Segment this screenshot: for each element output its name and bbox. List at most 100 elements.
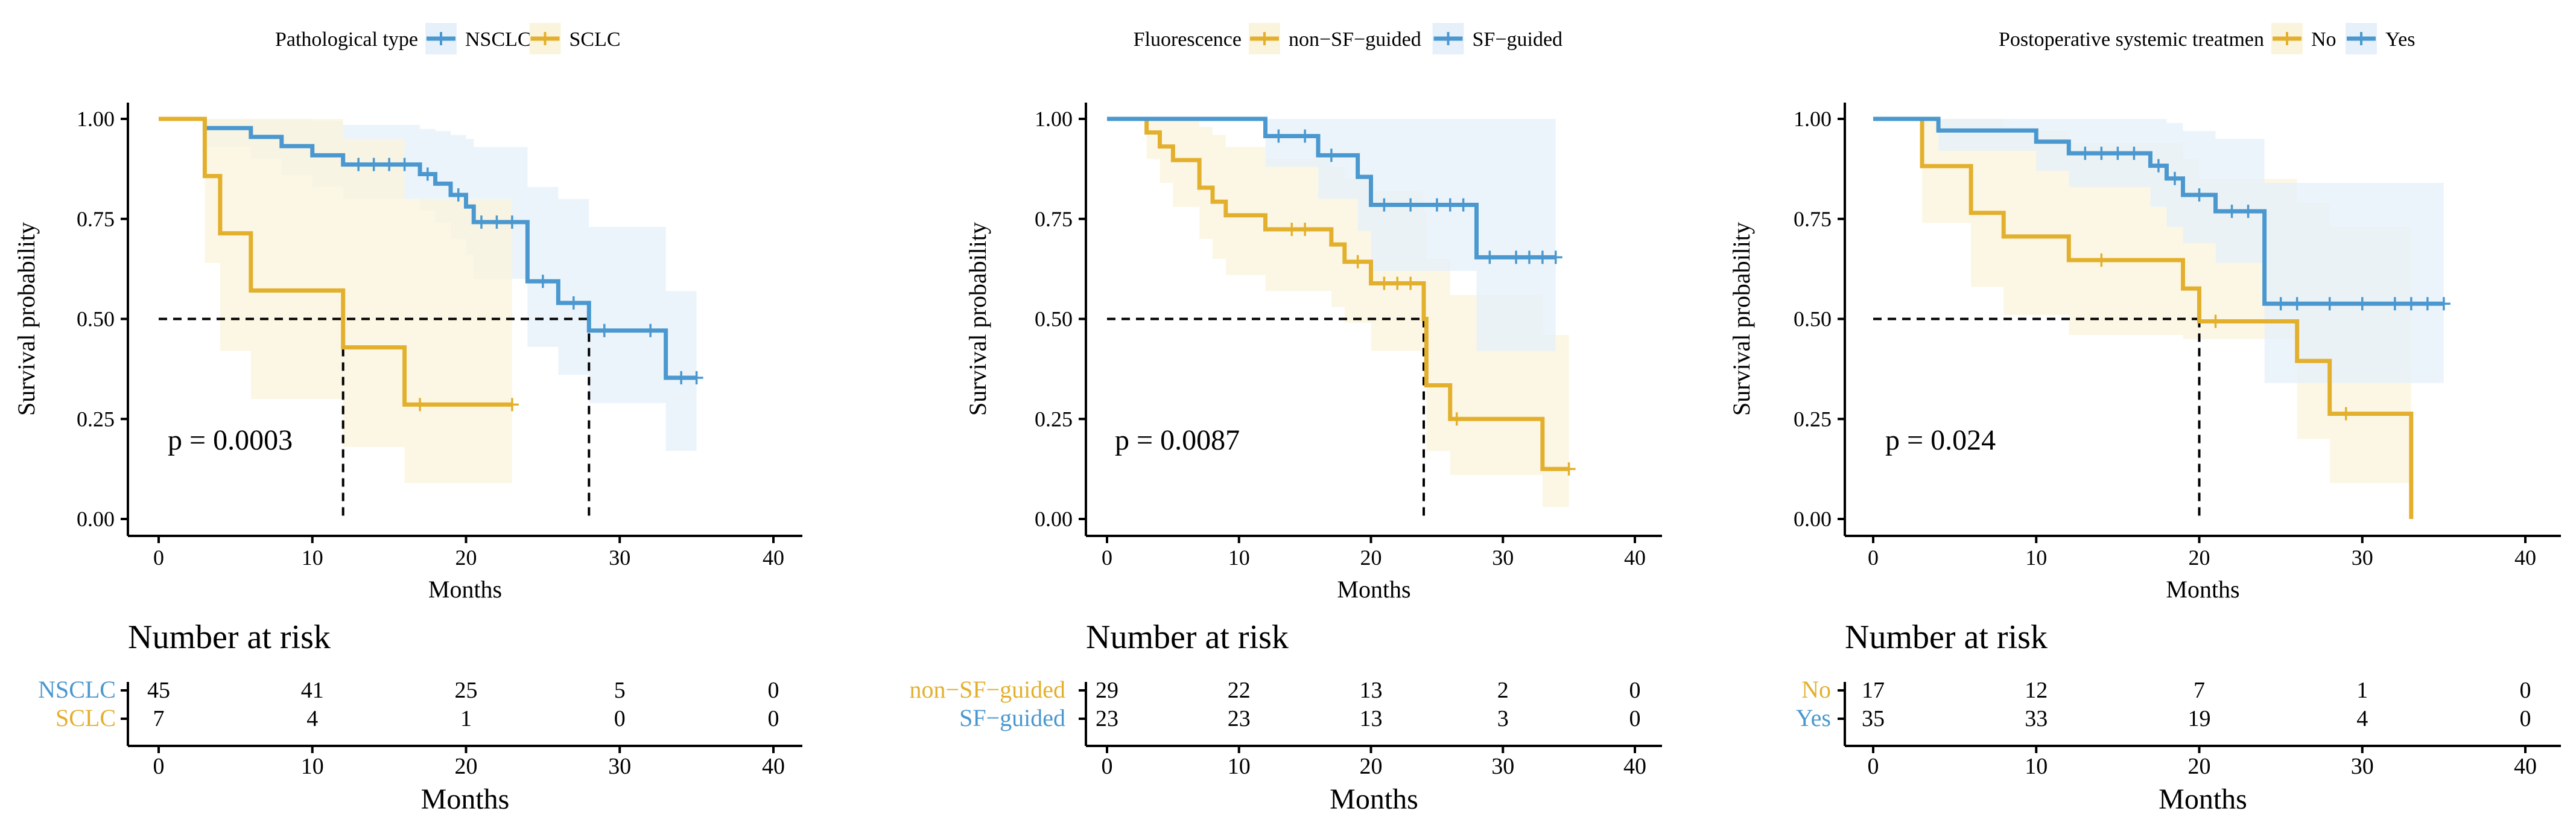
risk-row-label-Yes: Yes <box>1796 704 1831 731</box>
x-tick-label-10: 10 <box>2025 546 2047 570</box>
risk-count-SF−guided-30: 3 <box>1497 706 1509 731</box>
y-tick-label-0.50: 0.50 <box>1794 307 1832 331</box>
p-value-label: p = 0.0087 <box>1115 424 1240 456</box>
risk-x-axis-title: Months <box>2159 783 2247 815</box>
risk-x-tick-label-10: 10 <box>1228 754 1251 779</box>
y-tick-label-0.75: 0.75 <box>1035 207 1073 231</box>
risk-x-tick-label-30: 30 <box>1491 754 1514 779</box>
x-tick-label-20: 20 <box>455 546 477 570</box>
risk-count-SCLC-10: 4 <box>306 706 318 731</box>
risk-x-tick-label-0: 0 <box>1868 754 1879 779</box>
ci-band-NSCLC <box>159 119 697 451</box>
risk-count-NSCLC-10: 41 <box>301 678 324 703</box>
legend-label-Yes: Yes <box>2385 28 2415 51</box>
risk-count-Yes-0: 35 <box>1862 706 1885 731</box>
x-tick-label-10: 10 <box>1228 546 1250 570</box>
risk-x-tick-label-20: 20 <box>2188 754 2211 779</box>
legend-label-NSCLC: NSCLC <box>465 28 531 51</box>
risk-count-SCLC-20: 1 <box>460 706 472 731</box>
risk-count-Yes-20: 19 <box>2188 706 2211 731</box>
km-panel-1: Pathological type NSCLC SCLC 0.00 0.25 0.50 0.… <box>13 23 802 815</box>
x-tick-label-30: 30 <box>1492 546 1514 570</box>
x-tick-label-40: 40 <box>1624 546 1646 570</box>
legend-label-SF−guided: SF−guided <box>1473 28 1563 51</box>
risk-count-Yes-10: 33 <box>2025 706 2048 731</box>
risk-count-NSCLC-0: 45 <box>147 678 170 703</box>
ci-band-non−SF−guided <box>1107 119 1569 508</box>
legend-label-No: No <box>2311 28 2336 51</box>
x-tick-label-0: 0 <box>1102 546 1112 570</box>
risk-x-tick-label-40: 40 <box>2514 754 2537 779</box>
risk-count-Yes-40: 0 <box>2520 706 2531 731</box>
legend-title: Postoperative systemic treatmen <box>1999 28 2264 51</box>
ci-band-SCLC <box>159 119 512 483</box>
risk-count-SF−guided-10: 23 <box>1228 706 1251 731</box>
risk-count-SCLC-40: 0 <box>768 706 779 731</box>
risk-x-tick-label-30: 30 <box>608 754 631 779</box>
survival-curve-No <box>1873 116 2414 519</box>
x-axis-title: Months <box>1337 576 1410 603</box>
y-tick-label-1.00: 1.00 <box>1035 107 1073 131</box>
risk-row-label-No: No <box>1801 676 1831 703</box>
risk-count-No-40: 0 <box>2520 678 2531 703</box>
x-tick-label-20: 20 <box>2189 546 2210 570</box>
risk-count-SF−guided-20: 13 <box>1360 706 1383 731</box>
risk-count-non−SF−guided-30: 2 <box>1497 678 1509 703</box>
y-tick-label-0.25: 0.25 <box>1035 407 1073 431</box>
risk-x-tick-label-0: 0 <box>1102 754 1113 779</box>
p-value-label: p = 0.0003 <box>168 424 293 456</box>
risk-count-Yes-30: 4 <box>2356 706 2368 731</box>
risk-count-NSCLC-30: 5 <box>614 678 626 703</box>
risk-table-title: Number at risk <box>1086 619 1289 656</box>
risk-x-tick-label-0: 0 <box>153 754 165 779</box>
risk-x-axis-title: Months <box>1330 783 1418 815</box>
legend-title: Fluorescence <box>1134 28 1242 51</box>
x-tick-label-40: 40 <box>2514 546 2536 570</box>
risk-count-non−SF−guided-0: 29 <box>1096 678 1118 703</box>
x-tick-label-30: 30 <box>609 546 630 570</box>
x-axis-title: Months <box>2166 576 2239 603</box>
ci-band-SF−guided <box>1107 119 1556 351</box>
risk-x-tick-label-10: 10 <box>301 754 324 779</box>
km-panel-3: Postoperative systemic treatmen No Yes0.00… <box>1728 23 2561 815</box>
risk-count-SCLC-0: 7 <box>153 706 165 731</box>
risk-count-SF−guided-40: 0 <box>1629 706 1641 731</box>
risk-row-label-SF−guided: SF−guided <box>959 704 1065 731</box>
y-tick-label-0.25: 0.25 <box>77 407 115 431</box>
x-axis-title: Months <box>428 576 502 603</box>
y-tick-label-0.75: 0.75 <box>77 207 115 231</box>
risk-count-SCLC-30: 0 <box>614 706 626 731</box>
risk-row-label-non−SF−guided: non−SF−guided <box>910 676 1065 703</box>
legend-label-SCLC: SCLC <box>569 28 621 51</box>
risk-x-tick-label-40: 40 <box>762 754 785 779</box>
risk-count-NSCLC-40: 0 <box>768 678 779 703</box>
p-value-label: p = 0.024 <box>1885 424 1996 456</box>
x-tick-label-40: 40 <box>763 546 784 570</box>
risk-count-No-0: 17 <box>1862 678 1885 703</box>
y-tick-label-1.00: 1.00 <box>77 107 115 131</box>
y-axis-title: Survival probability <box>964 222 991 416</box>
risk-count-No-20: 7 <box>2194 678 2205 703</box>
x-tick-label-10: 10 <box>302 546 323 570</box>
risk-count-non−SF−guided-20: 13 <box>1360 678 1383 703</box>
y-tick-label-0.50: 0.50 <box>77 307 115 331</box>
risk-x-tick-label-30: 30 <box>2351 754 2374 779</box>
ci-band-Yes <box>1873 119 2444 383</box>
risk-count-No-30: 1 <box>2356 678 2368 703</box>
risk-x-tick-label-10: 10 <box>2025 754 2048 779</box>
survival-curve-NSCLC <box>159 116 697 380</box>
y-tick-label-0.00: 0.00 <box>77 507 115 531</box>
y-tick-label-0.00: 0.00 <box>1794 507 1832 531</box>
survival-curve-SF−guided <box>1107 116 1556 259</box>
y-tick-label-1.00: 1.00 <box>1794 107 1832 131</box>
km-panel-2: Fluorescence non−SF−guided SF−guided0.000.… <box>910 23 1662 815</box>
risk-count-No-10: 12 <box>2025 678 2048 703</box>
risk-table-title: Number at risk <box>1845 619 2048 656</box>
risk-table-title: Number at risk <box>128 619 331 656</box>
y-tick-label-0.00: 0.00 <box>1035 507 1073 531</box>
y-axis-title: Survival probability <box>13 222 40 416</box>
legend-title: Pathological type <box>275 28 418 51</box>
x-tick-label-0: 0 <box>153 546 164 570</box>
x-tick-label-20: 20 <box>1360 546 1382 570</box>
